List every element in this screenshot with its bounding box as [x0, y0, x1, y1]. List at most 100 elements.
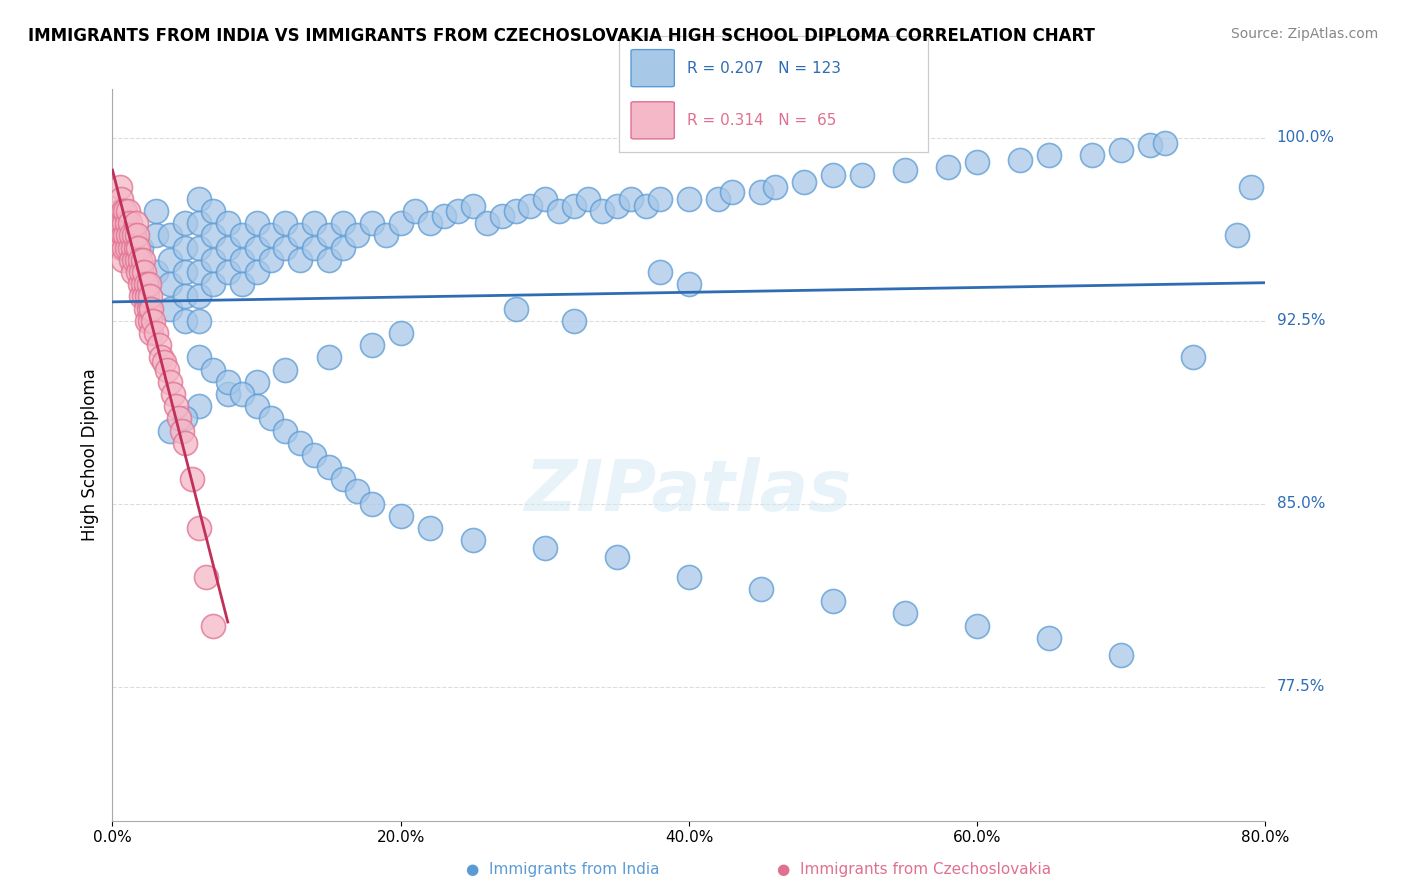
Point	[188, 289, 211, 303]
Point	[318, 228, 340, 243]
Point	[461, 199, 484, 213]
Point	[433, 209, 456, 223]
Point	[202, 204, 225, 219]
Point	[112, 241, 135, 255]
Point	[260, 411, 283, 425]
Point	[217, 375, 239, 389]
Point	[110, 216, 132, 230]
Point	[138, 277, 160, 292]
Point	[1081, 148, 1104, 162]
Text: ●  Immigrants from Czechoslovakia: ● Immigrants from Czechoslovakia	[778, 863, 1050, 877]
Point	[505, 301, 527, 316]
Point	[112, 216, 135, 230]
Point	[246, 216, 269, 230]
Point	[202, 618, 225, 632]
Point	[505, 204, 527, 219]
Point	[153, 355, 176, 369]
Point	[260, 228, 283, 243]
Point	[127, 265, 149, 279]
Point	[360, 497, 382, 511]
Text: R = 0.207   N = 123: R = 0.207 N = 123	[686, 61, 841, 76]
Point	[128, 252, 150, 267]
Point	[548, 204, 571, 219]
Point	[188, 314, 211, 328]
Point	[678, 570, 700, 584]
Point	[141, 326, 163, 340]
Point	[1111, 648, 1133, 662]
Point	[592, 204, 614, 219]
Text: R = 0.314   N =  65: R = 0.314 N = 65	[686, 112, 837, 128]
Point	[111, 228, 134, 243]
Point	[821, 168, 844, 182]
Point	[114, 204, 136, 219]
Point	[304, 216, 326, 230]
Text: 77.5%: 77.5%	[1277, 679, 1324, 694]
Point	[231, 387, 253, 401]
Point	[304, 241, 326, 255]
Point	[121, 265, 143, 279]
Point	[274, 241, 297, 255]
Point	[111, 204, 134, 219]
Point	[134, 265, 156, 279]
Point	[606, 550, 628, 565]
Point	[318, 460, 340, 475]
Point	[120, 252, 142, 267]
Point	[159, 228, 181, 243]
Point	[936, 160, 959, 174]
Point	[534, 192, 557, 206]
Point	[127, 241, 149, 255]
Point	[141, 301, 163, 316]
Point	[125, 228, 148, 243]
Point	[419, 216, 441, 230]
Point	[129, 241, 153, 255]
Point	[634, 199, 657, 213]
FancyBboxPatch shape	[631, 102, 675, 139]
Point	[246, 375, 269, 389]
Point	[966, 618, 988, 632]
Point	[129, 289, 153, 303]
Point	[165, 399, 187, 413]
Point	[124, 216, 146, 230]
Point	[389, 508, 412, 523]
Point	[678, 277, 700, 292]
Point	[447, 204, 470, 219]
Point	[721, 185, 744, 199]
Point	[132, 252, 155, 267]
Point	[475, 216, 499, 230]
Point	[118, 216, 141, 230]
Point	[1038, 631, 1060, 645]
Point	[145, 228, 167, 243]
Point	[389, 216, 412, 230]
Point	[188, 241, 211, 255]
Point	[375, 228, 398, 243]
Point	[1111, 143, 1133, 157]
Point	[110, 192, 132, 206]
Point	[894, 162, 917, 177]
Point	[110, 241, 132, 255]
Point	[519, 199, 541, 213]
Point	[108, 228, 131, 243]
Point	[139, 314, 162, 328]
Point	[135, 277, 157, 292]
Point	[115, 241, 138, 255]
Text: 85.0%: 85.0%	[1277, 496, 1324, 511]
Point	[128, 277, 150, 292]
Point	[145, 326, 167, 340]
Text: IMMIGRANTS FROM INDIA VS IMMIGRANTS FROM CZECHOSLOVAKIA HIGH SCHOOL DIPLOMA CORR: IMMIGRANTS FROM INDIA VS IMMIGRANTS FROM…	[28, 27, 1095, 45]
Point	[318, 252, 340, 267]
Point	[346, 484, 368, 499]
Point	[1240, 179, 1263, 194]
FancyBboxPatch shape	[631, 50, 675, 87]
Point	[159, 375, 181, 389]
Point	[1153, 136, 1175, 150]
Point	[765, 179, 787, 194]
Point	[1226, 228, 1249, 243]
Point	[246, 241, 269, 255]
Point	[821, 594, 844, 608]
Point	[534, 541, 557, 555]
Point	[117, 204, 139, 219]
Point	[650, 192, 672, 206]
Text: Source: ZipAtlas.com: Source: ZipAtlas.com	[1230, 27, 1378, 41]
Point	[231, 228, 253, 243]
Point	[274, 362, 297, 376]
